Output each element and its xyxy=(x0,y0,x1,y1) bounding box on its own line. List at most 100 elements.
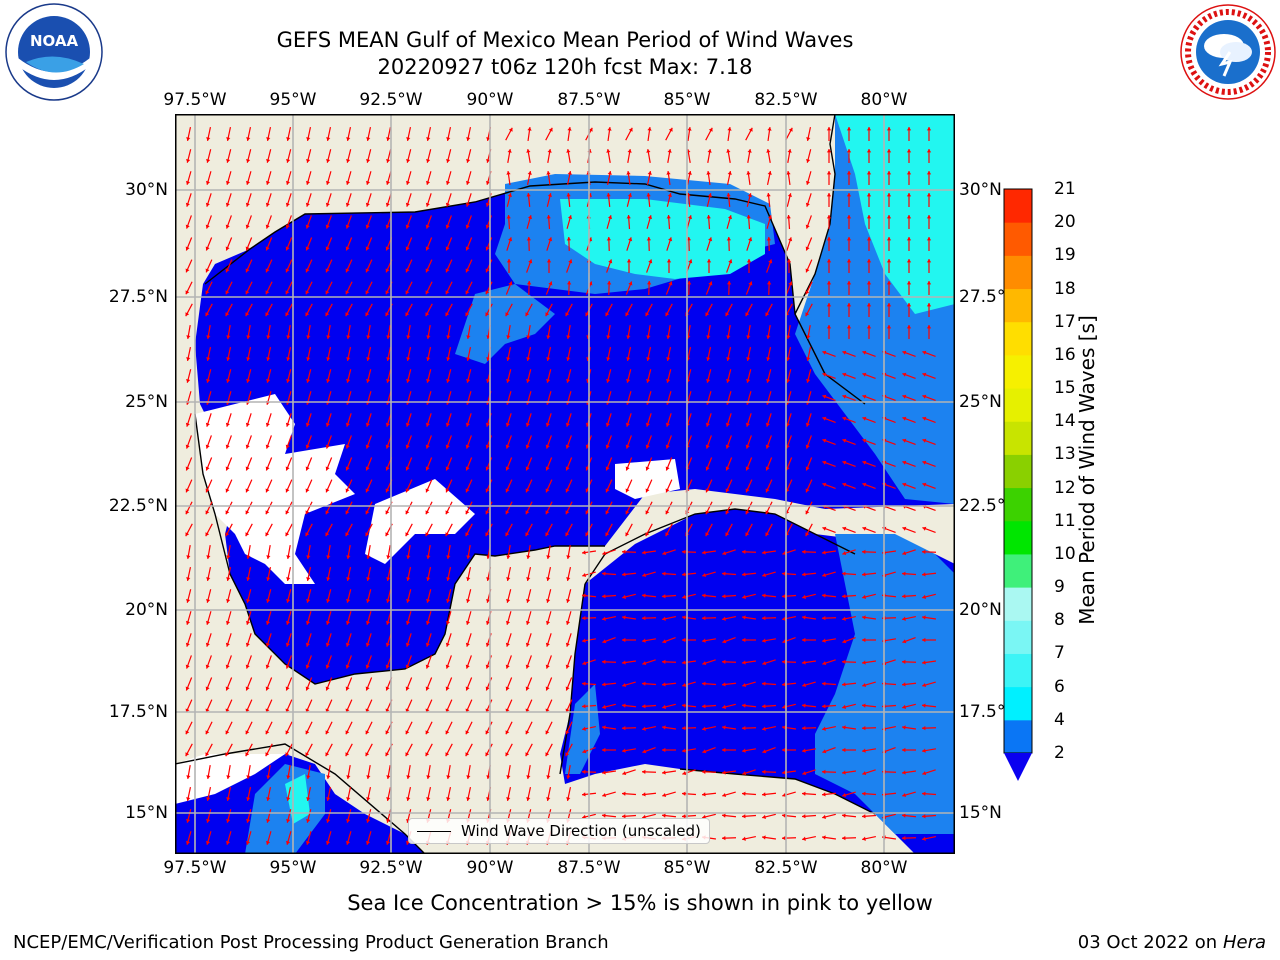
wind-arrow-head xyxy=(325,664,330,669)
wind-arrow-head xyxy=(926,193,932,197)
wind-arrow-head xyxy=(922,725,926,731)
wind-arrow-head xyxy=(702,726,706,731)
wind-arrow-head xyxy=(426,577,431,581)
wind-arrow-head xyxy=(425,664,430,669)
wind-arrow-head xyxy=(862,572,866,577)
wind-arrow-head xyxy=(708,281,713,286)
wind-arrow-head xyxy=(662,594,666,599)
wind-arrow-head xyxy=(546,378,551,383)
wind-arrow-head xyxy=(766,149,771,153)
wind-arrow-head xyxy=(706,335,711,339)
wind-arrow-head xyxy=(546,171,551,175)
wind-arrow-head xyxy=(266,797,271,801)
wind-arrow-head xyxy=(607,215,613,220)
wind-arrow-head xyxy=(727,171,732,175)
wind-arrow-head xyxy=(186,818,191,823)
wind-arrow-head xyxy=(265,532,270,537)
wind-arrow-head xyxy=(842,438,847,443)
wind-arrow-head xyxy=(245,510,250,515)
lon-label: 82.5°W xyxy=(754,858,818,878)
wind-arrow-head xyxy=(405,752,410,757)
wind-arrow-head xyxy=(682,572,686,577)
wind-arrow-head xyxy=(922,549,926,555)
wind-arrow-head xyxy=(625,488,630,493)
wind-arrow-head xyxy=(385,246,390,251)
wind-arrow-head xyxy=(886,171,892,175)
lat-label: 30°N xyxy=(125,180,168,200)
wind-arrow-head xyxy=(906,325,912,329)
wind-arrow-head xyxy=(305,642,310,647)
wind-arrow-head xyxy=(545,312,550,317)
wind-arrow-head xyxy=(802,836,806,841)
wind-arrow-head xyxy=(445,180,451,185)
wind-arrow-head xyxy=(625,444,630,449)
wind-arrow-head xyxy=(922,394,927,399)
wind-arrow-head xyxy=(642,726,646,731)
wind-arrow-head xyxy=(306,577,311,581)
wind-arrow-head xyxy=(405,224,410,229)
wind-arrow-head xyxy=(622,748,626,753)
wind-arrow-head xyxy=(225,466,230,471)
wind-arrow-head xyxy=(605,510,610,515)
wind-arrow-head xyxy=(546,215,551,219)
wind-arrow-head xyxy=(622,572,626,577)
wind-arrow-head xyxy=(782,594,786,599)
wind-arrow-head xyxy=(426,158,431,163)
wind-arrow-head xyxy=(245,686,250,691)
wind-arrow-head xyxy=(625,422,630,427)
wind-arrow-head xyxy=(546,555,551,559)
wind-arrow-head xyxy=(505,730,510,735)
wind-arrow-head xyxy=(902,460,907,465)
wind-arrow-head xyxy=(642,769,646,775)
lon-label: 82.5°W xyxy=(754,90,818,110)
wind-arrow-head xyxy=(566,598,571,603)
wind-arrow-head xyxy=(582,814,587,819)
colorbar-tick-label: 7 xyxy=(1054,643,1065,664)
wind-arrow-head xyxy=(186,378,191,383)
wind-arrow-head xyxy=(266,555,271,559)
lat-label-right: 30°N xyxy=(959,180,1002,200)
wind-arrow-head xyxy=(385,444,390,449)
wind-arrow-head xyxy=(245,642,250,647)
wind-arrow-head xyxy=(545,620,551,625)
wind-arrow-head xyxy=(525,642,530,647)
wind-arrow-head xyxy=(526,577,531,581)
wind-arrow-head xyxy=(245,268,250,273)
wind-arrow-head xyxy=(245,290,250,295)
wind-arrow-head xyxy=(702,769,706,775)
lon-label: 85°W xyxy=(663,858,711,878)
wind-arrow-head xyxy=(802,703,806,708)
wind-arrow-head xyxy=(862,416,867,421)
wind-arrow-head xyxy=(726,378,731,383)
wind-arrow-head xyxy=(445,642,450,647)
wind-arrow-head xyxy=(746,171,751,175)
wind-arrow-head xyxy=(225,840,231,845)
wind-arrow-head xyxy=(886,127,892,131)
wind-arrow-head xyxy=(245,532,250,537)
wind-arrow-head xyxy=(246,818,251,823)
colorbar-ticks: 2 4 6 7 8 9 10 11 12 13 14 15 16 17 18 19 20 21 xyxy=(1040,179,1080,763)
wind-arrow-head xyxy=(405,664,410,669)
wind-arrow-head xyxy=(742,771,747,776)
wind-arrow-head xyxy=(565,312,570,317)
wind-arrow-head xyxy=(625,532,630,537)
wind-arrow-head xyxy=(666,378,671,383)
wind-arrow-head xyxy=(566,281,572,285)
lat-label: 25°N xyxy=(125,392,168,412)
wind-arrow-head xyxy=(668,281,673,286)
wind-arrow-head xyxy=(726,149,731,153)
wind-arrow-head xyxy=(505,686,510,691)
wind-arrow-head xyxy=(866,171,872,175)
wind-arrow-head xyxy=(525,510,530,515)
wind-arrow-head xyxy=(607,127,612,131)
wind-arrow-head xyxy=(445,510,450,515)
wind-arrow-head xyxy=(505,620,511,625)
wind-arrow-head xyxy=(345,620,351,625)
wind-arrow-head xyxy=(668,237,673,242)
wind-arrow-head xyxy=(485,422,490,427)
wind-arrow-head xyxy=(866,303,872,307)
wind-arrow-head xyxy=(682,682,687,688)
wind-arrow-head xyxy=(206,357,211,361)
wind-arrow-head xyxy=(625,312,630,317)
wind-arrow-head xyxy=(846,237,852,241)
